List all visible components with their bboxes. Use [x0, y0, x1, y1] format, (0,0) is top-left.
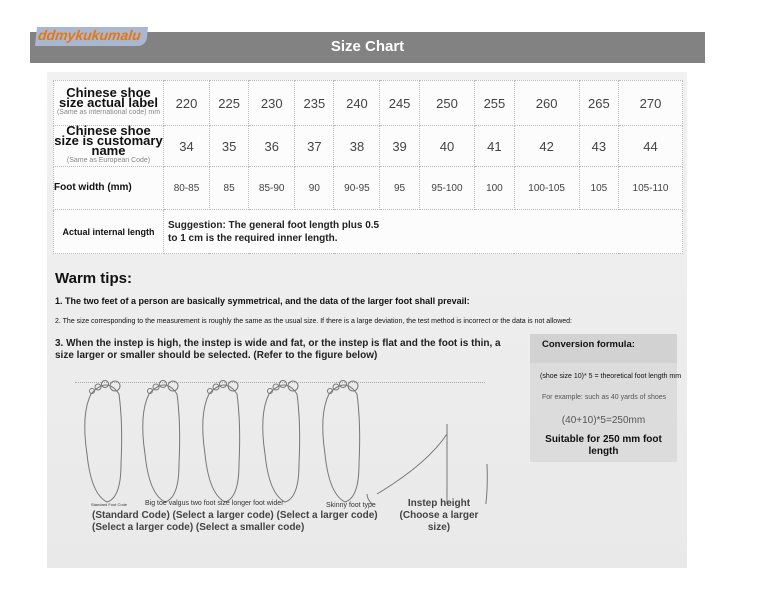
tip-1: 1. The two feet of a person are basicall…	[55, 296, 470, 306]
caption-types: Big toe valgus two foot size longer foot…	[145, 500, 284, 507]
tip-2: 2. The size corresponding to the measure…	[55, 318, 572, 325]
table-cell: 35	[208, 125, 250, 167]
table-cell: 265	[578, 80, 620, 126]
row-note: (Same as European Code)	[66, 157, 151, 164]
table-cell: 105	[578, 166, 620, 210]
table-cell: 235	[294, 80, 335, 126]
row-label: Actual internal length	[53, 209, 164, 254]
conversion-formula: (shoe size 10)* 5 = theoretical foot len…	[540, 373, 682, 380]
foot-types-illustration	[84, 380, 488, 504]
table-row: Foot width (mm) 80-85 85 85-90 90 90-95 95 95-1…	[53, 166, 683, 210]
conversion-box: Conversion formula: (shoe size 10)* 5 = …	[530, 334, 681, 462]
table-row: Actual internal length Suggestion: The ge…	[53, 209, 683, 254]
row-label: Chinese shoe size actual label	[59, 85, 158, 110]
table-cell: 36	[248, 125, 296, 167]
table-cell: 34	[163, 125, 210, 167]
warm-tips-heading: Warm tips:	[55, 270, 132, 287]
table-cell: 39	[379, 125, 420, 167]
caption-skinny: Skinny foot type	[326, 502, 376, 509]
conversion-example: For example: such as 40 yards of shoes	[542, 394, 667, 401]
table-cell: 40	[418, 125, 476, 167]
size-table: Chinese shoe size actual label (Same as i…	[53, 80, 683, 254]
caption-line-1: (Standard Code) (Select a larger code) (…	[92, 510, 378, 521]
conversion-result: Suitable for 250 mm foot length	[545, 434, 662, 457]
conversion-calc: (40+10)*5=250mm	[561, 415, 646, 426]
caption-line-2: (Select a larger code) (Select a smaller…	[92, 522, 305, 533]
table-cell: 90	[294, 166, 335, 210]
table-row: Chinese shoe size actual label (Same as i…	[53, 80, 683, 126]
table-cell: 225	[208, 80, 250, 126]
table-cell: 100	[474, 166, 515, 210]
table-cell: 270	[618, 80, 683, 126]
table-cell: 105-110	[618, 166, 683, 210]
row-label: Foot width (mm)	[53, 166, 164, 210]
table-cell: 220	[163, 80, 210, 126]
table-cell: 38	[333, 125, 381, 167]
table-cell: 260	[513, 80, 580, 126]
table-cell: 250	[418, 80, 476, 126]
brand-logo: ddmykukumalu	[35, 27, 148, 46]
row-label: Chinese shoe size is customary name	[54, 123, 163, 158]
table-cell: 95-100	[418, 166, 476, 210]
table-cell: 90-95	[333, 166, 381, 210]
table-cell: 44	[618, 125, 683, 167]
caption-standard: Standard Foot Code	[91, 502, 128, 507]
caption-instep: Instep height (Choose a larger size)	[399, 498, 479, 533]
table-cell: 85	[208, 166, 250, 210]
table-cell: 42	[513, 125, 580, 167]
table-row: Chinese shoe size is customary name (Same…	[53, 123, 683, 167]
page-title: Size Chart	[330, 38, 405, 55]
table-cell: 41	[474, 125, 515, 167]
size-chart-panel: Chinese shoe size actual label (Same as i…	[47, 72, 687, 568]
table-cell: 230	[248, 80, 296, 126]
table-cell: 95	[379, 166, 420, 210]
table-cell: 80-85	[163, 166, 210, 210]
table-cell: 85-90	[248, 166, 296, 210]
table-cell: 37	[294, 125, 335, 167]
row-note: (Same as international code) mm	[56, 109, 161, 116]
conversion-title: Conversion formula:	[530, 334, 677, 363]
table-cell: 43	[578, 125, 620, 167]
table-cell: 245	[379, 80, 420, 126]
tip-3: 3. When the instep is high, the instep i…	[55, 338, 501, 361]
table-cell: 240	[333, 80, 381, 126]
table-cell: 255	[474, 80, 515, 126]
table-cell: 100-105	[513, 166, 580, 210]
suggestion-text: Suggestion: The general foot length plus…	[168, 219, 380, 244]
